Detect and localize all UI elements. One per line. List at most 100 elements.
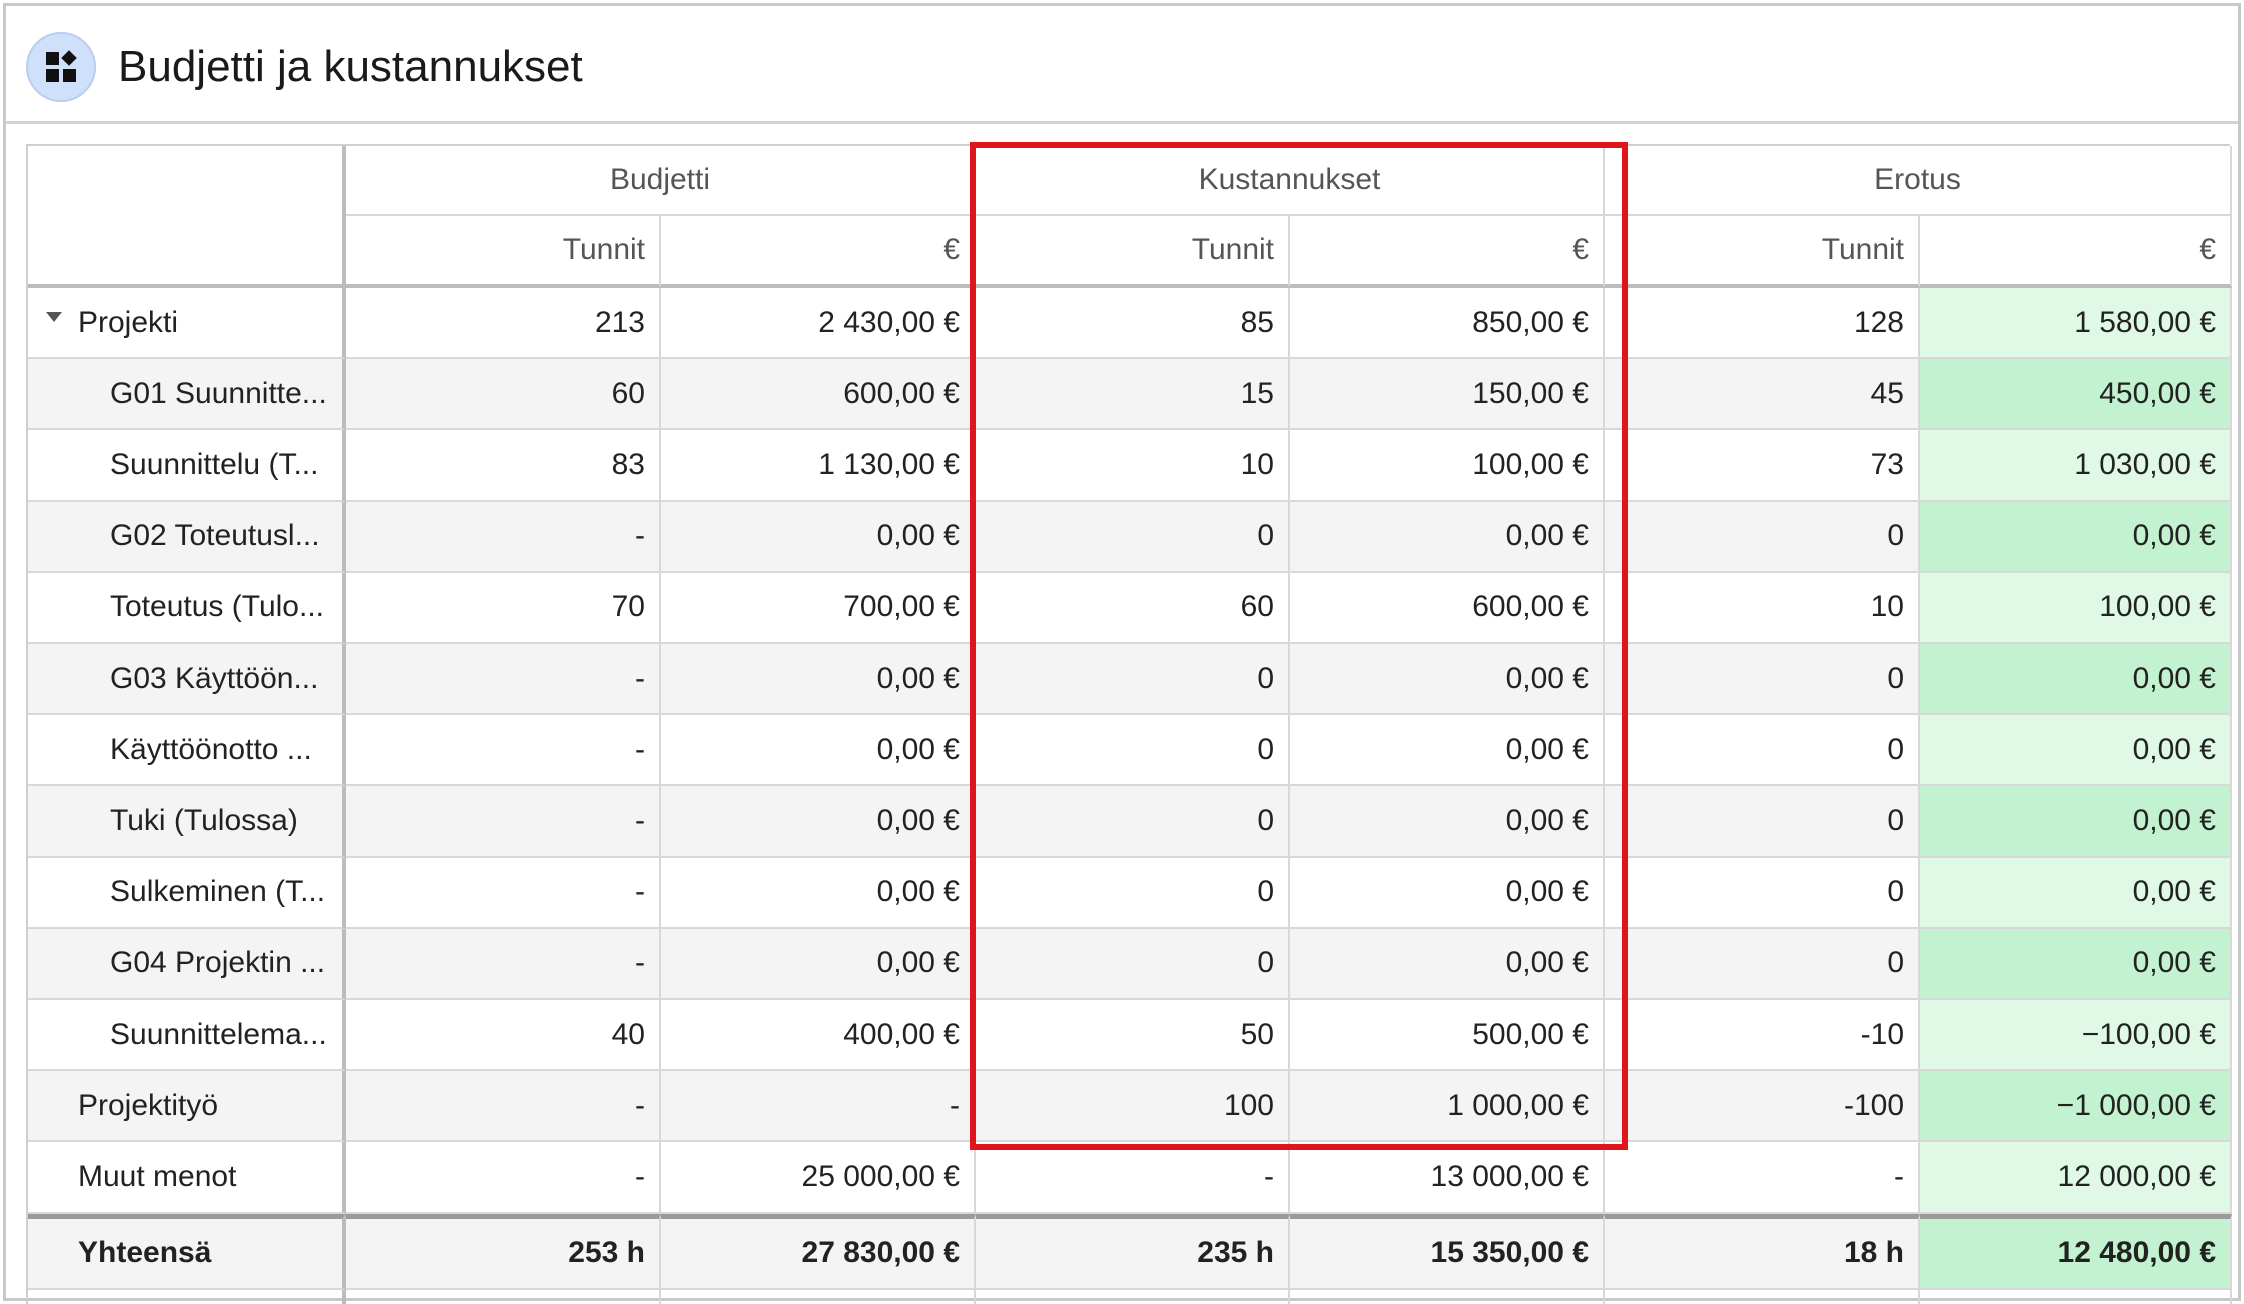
table-cell: 0 bbox=[976, 786, 1290, 858]
table-cell-text: 0 bbox=[1257, 732, 1274, 766]
table-cell: 0,00 € bbox=[661, 857, 976, 929]
column-header-difference-euros-text: € bbox=[2199, 233, 2216, 266]
row-label[interactable]: Suunnittelu (T... bbox=[28, 430, 346, 502]
table-cell: 0,00 € bbox=[1920, 928, 2232, 1000]
table-cell-text: 0,00 € bbox=[2132, 661, 2216, 695]
table-cell: 0 bbox=[976, 644, 1290, 716]
table-cell: 0 bbox=[1605, 928, 1920, 1000]
table-cell: 0,00 € bbox=[661, 501, 976, 573]
column-group-budget[interactable]: Budjetti bbox=[346, 146, 976, 216]
column-group-costs[interactable]: Kustannukset bbox=[976, 146, 1605, 216]
table-cell-text: 25 000,00 € bbox=[801, 1159, 960, 1193]
table-cell-text: 0,00 € bbox=[1505, 803, 1589, 837]
table-cell: 70 bbox=[346, 572, 661, 644]
table-cell-text: - bbox=[635, 519, 645, 553]
table-cell-text: 1 030,00 € bbox=[2074, 447, 2216, 481]
table-cell: 100,00 € bbox=[1290, 430, 1605, 502]
row-label-text: G02 Toteutusl... bbox=[110, 519, 320, 553]
row-label-text: Tuki (Tulossa) bbox=[110, 803, 298, 837]
table-cell-text: -10 bbox=[1860, 1017, 1904, 1051]
budget-table: Budjetti Kustannukset Erotus Tunnit € Tunnit €… bbox=[26, 144, 2232, 1304]
column-header-budget-hours[interactable]: Tunnit bbox=[346, 216, 661, 288]
table-cell-text: −100,00 € bbox=[2081, 1017, 2216, 1051]
dashboard-icon[interactable] bbox=[26, 32, 96, 102]
table-cell: 100 bbox=[976, 1071, 1290, 1143]
table-cell-text: 1 130,00 € bbox=[818, 447, 960, 481]
row-label[interactable]: G03 Käyttöön... bbox=[28, 644, 346, 716]
table-cell: 100,00 € bbox=[1920, 572, 2232, 644]
table-cell: 2 430,00 € bbox=[661, 288, 976, 360]
table-cell-text: 0,00 € bbox=[1505, 519, 1589, 553]
row-label[interactable]: G01 Suunnitte... bbox=[28, 359, 346, 431]
table-footer-strip bbox=[1920, 1289, 2232, 1304]
table-cell: 85 bbox=[976, 288, 1290, 360]
total-cell-text: 253 h bbox=[568, 1236, 645, 1270]
table-cell: - bbox=[346, 857, 661, 929]
table-cell-text: 600,00 € bbox=[1472, 590, 1589, 624]
row-label[interactable]: Projekti bbox=[28, 288, 346, 360]
row-label[interactable]: Sulkeminen (T... bbox=[28, 857, 346, 929]
column-header-costs-hours[interactable]: Tunnit bbox=[976, 216, 1290, 288]
table-cell-text: 150,00 € bbox=[1472, 376, 1589, 410]
row-label[interactable]: Muut menot bbox=[28, 1142, 346, 1214]
table-cell-text: 850,00 € bbox=[1472, 305, 1589, 339]
table-cell: 600,00 € bbox=[661, 359, 976, 431]
column-header-difference-euros[interactable]: € bbox=[1920, 216, 2232, 288]
column-header-costs-euros[interactable]: € bbox=[1290, 216, 1605, 288]
table-cell: 213 bbox=[346, 288, 661, 360]
table-cell-text: 0,00 € bbox=[876, 946, 960, 980]
row-label[interactable]: G04 Projektin ... bbox=[28, 928, 346, 1000]
table-cell: - bbox=[346, 928, 661, 1000]
table-cell: 60 bbox=[976, 572, 1290, 644]
table-cell: 0,00 € bbox=[1920, 501, 2232, 573]
row-label[interactable]: Suunnittelema... bbox=[28, 1000, 346, 1072]
column-header-costs-euros-text: € bbox=[1572, 233, 1589, 266]
table-cell-text: 83 bbox=[611, 447, 645, 481]
row-label[interactable]: G02 Toteutusl... bbox=[28, 501, 346, 573]
table-cell: -10 bbox=[1605, 1000, 1920, 1072]
row-label-text: G01 Suunnitte... bbox=[110, 376, 327, 410]
table-cell-text: 40 bbox=[611, 1017, 645, 1051]
table-cell-text: - bbox=[950, 1088, 960, 1122]
column-header-budget-euros[interactable]: € bbox=[661, 216, 976, 288]
table-cell: −1 000,00 € bbox=[1920, 1071, 2232, 1143]
table-cell-text: 0,00 € bbox=[876, 519, 960, 553]
table-cell-text: 0,00 € bbox=[1505, 946, 1589, 980]
table-cell-text: 0 bbox=[1257, 946, 1274, 980]
column-header-budget-euros-text: € bbox=[943, 233, 960, 266]
table-cell: 13 000,00 € bbox=[1290, 1142, 1605, 1214]
table-cell: 0 bbox=[1605, 857, 1920, 929]
row-label[interactable]: Projektityö bbox=[28, 1071, 346, 1143]
column-group-difference[interactable]: Erotus bbox=[1605, 146, 2232, 216]
table-cell-text: 100 bbox=[1223, 1088, 1274, 1122]
table-cell: 0,00 € bbox=[661, 786, 976, 858]
table-cell: −100,00 € bbox=[1920, 1000, 2232, 1072]
table-cell-text: 0,00 € bbox=[876, 661, 960, 695]
table-cell: 0,00 € bbox=[1920, 786, 2232, 858]
table-cell: 60 bbox=[346, 359, 661, 431]
table-footer-strip bbox=[1290, 1289, 1605, 1304]
table-cell-text: 128 bbox=[1853, 305, 1904, 339]
table-cell: - bbox=[346, 1142, 661, 1214]
table-cell: 1 580,00 € bbox=[1920, 288, 2232, 360]
table-cell-text: 70 bbox=[611, 590, 645, 624]
table-cell-text: - bbox=[635, 732, 645, 766]
table-cell-text: 12 000,00 € bbox=[2057, 1159, 2216, 1193]
row-label[interactable]: Käyttöönotto ... bbox=[28, 715, 346, 787]
row-label-text: Toteutus (Tulo... bbox=[110, 590, 324, 624]
row-label-text: G04 Projektin ... bbox=[110, 946, 326, 980]
table-footer-strip bbox=[661, 1289, 976, 1304]
total-cell: 18 h bbox=[1605, 1213, 1920, 1290]
budget-cost-window: Budjetti ja kustannukset Budjetti Kustann… bbox=[3, 3, 2241, 1304]
column-header-difference-hours[interactable]: Tunnit bbox=[1605, 216, 1920, 288]
table-cell: - bbox=[346, 786, 661, 858]
table-cell-text: 0 bbox=[1887, 732, 1904, 766]
collapse-caret-icon[interactable] bbox=[46, 312, 62, 322]
table-cell: 0,00 € bbox=[1290, 786, 1605, 858]
table-cell: - bbox=[346, 1071, 661, 1143]
row-label[interactable]: Toteutus (Tulo... bbox=[28, 572, 346, 644]
page-title: Budjetti ja kustannukset bbox=[118, 42, 583, 91]
table-cell: - bbox=[976, 1142, 1290, 1214]
table-cell: 0 bbox=[976, 928, 1290, 1000]
row-label[interactable]: Tuki (Tulossa) bbox=[28, 786, 346, 858]
